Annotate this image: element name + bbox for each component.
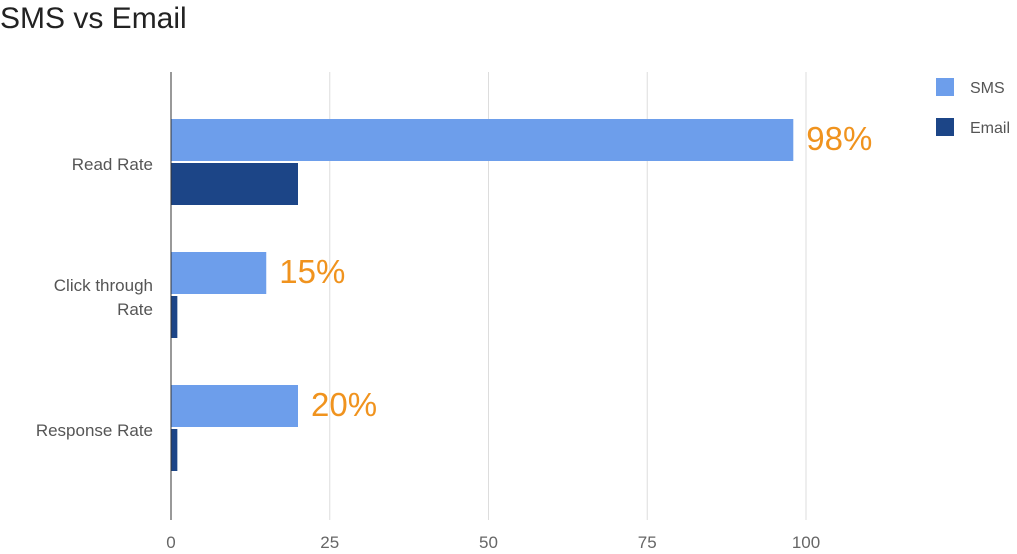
data-labels: 98% 15% 20% <box>279 120 872 423</box>
bar-sms <box>171 385 298 427</box>
x-tick-label: 25 <box>320 533 339 552</box>
legend-swatch-sms <box>936 78 954 96</box>
bar-email <box>171 429 178 471</box>
category-labels: Read Rate Click through Rate Response Rate <box>36 155 153 440</box>
bar-sms <box>171 119 794 161</box>
x-tick-label: 0 <box>166 533 175 552</box>
x-tick-labels: 0 25 50 75 100 <box>166 533 820 552</box>
legend-label-email: Email <box>970 120 1010 137</box>
data-label: 20% <box>311 386 377 423</box>
bar-email <box>171 163 298 205</box>
data-label: 15% <box>279 253 345 290</box>
legend-swatch-email <box>936 118 954 136</box>
data-label: 98% <box>806 120 872 157</box>
chart-title: SMS vs Email <box>0 2 187 35</box>
x-tick-label: 100 <box>792 533 820 552</box>
legend: SMS Email <box>936 78 1010 137</box>
x-tick-label: 75 <box>638 533 657 552</box>
category-label: Response Rate <box>36 421 153 440</box>
category-label: Read Rate <box>72 155 153 174</box>
bar-sms <box>171 252 267 294</box>
category-label: Click through Rate <box>54 276 153 319</box>
legend-label-sms: SMS <box>970 80 1005 97</box>
bars <box>171 119 794 471</box>
bar-email <box>171 296 178 338</box>
x-tick-label: 50 <box>479 533 498 552</box>
